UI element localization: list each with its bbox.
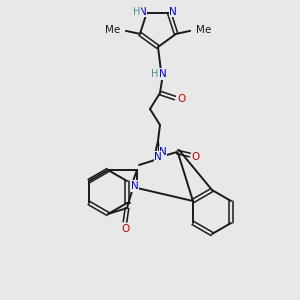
Text: N: N	[159, 69, 167, 79]
Text: N: N	[159, 147, 167, 157]
Text: O: O	[177, 94, 185, 104]
Text: Me: Me	[196, 25, 211, 35]
Text: H: H	[151, 69, 159, 79]
Text: N: N	[131, 181, 139, 191]
Text: Me: Me	[105, 25, 120, 35]
Text: N: N	[139, 7, 147, 16]
Text: N: N	[169, 7, 177, 16]
Text: H: H	[133, 7, 140, 16]
Text: N: N	[154, 152, 162, 162]
Text: O: O	[192, 152, 200, 162]
Text: O: O	[121, 224, 129, 234]
